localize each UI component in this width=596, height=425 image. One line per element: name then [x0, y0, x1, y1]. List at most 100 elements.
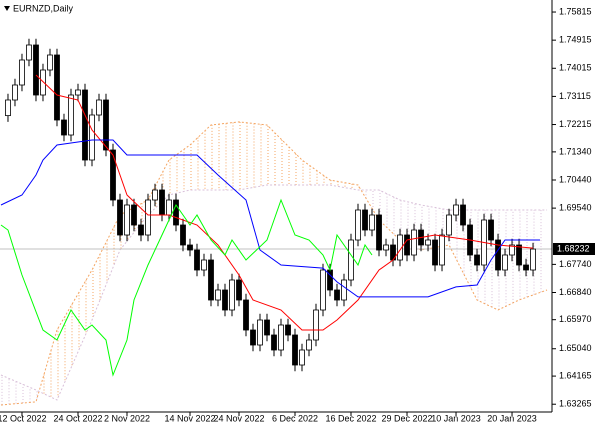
candle-body	[124, 204, 130, 236]
candle-body	[299, 349, 305, 366]
candle-body	[40, 69, 46, 96]
candle-body	[82, 89, 88, 161]
candle-body	[201, 259, 207, 271]
candle-body	[341, 279, 347, 301]
y-tick-label: 1.74915	[559, 35, 592, 45]
y-tick-label: 1.65040	[559, 343, 592, 353]
candle-body	[180, 224, 186, 246]
candle-body	[257, 319, 263, 346]
indicator-line	[35, 74, 534, 331]
candle-body	[229, 279, 235, 311]
candle-body	[404, 234, 410, 256]
y-tick-label: 1.73115	[559, 91, 591, 101]
y-tick-label: 1.63265	[559, 399, 592, 409]
candle-body	[47, 54, 53, 71]
candle-body	[306, 339, 312, 351]
candle-body	[313, 309, 319, 341]
candle-body	[215, 289, 221, 301]
candle-body	[33, 44, 39, 96]
candle-body	[362, 209, 368, 231]
candle-body	[397, 234, 403, 261]
candle-body	[523, 264, 529, 271]
candle-body	[61, 119, 67, 136]
candle-body	[334, 289, 340, 301]
candle-body	[96, 99, 102, 116]
candle-body	[488, 219, 494, 241]
last-price-box	[553, 243, 595, 255]
y-tick-label: 1.72215	[559, 119, 592, 129]
y-tick-label: 1.74015	[559, 63, 592, 73]
candle-body	[355, 209, 361, 241]
candle-body	[369, 214, 375, 231]
y-tick-label: 1.64165	[559, 370, 592, 380]
candle-body	[103, 99, 109, 151]
x-tick-label: 10 Jan 2023	[431, 413, 481, 423]
candle-body	[26, 44, 32, 61]
x-tick-label: 20 Jan 2023	[487, 413, 537, 423]
chart-title: EURNZD,Daily	[13, 3, 74, 13]
candle-body	[131, 204, 137, 226]
indicator-line	[0, 139, 541, 298]
x-tick-label: 14 Nov 2022	[164, 413, 215, 423]
y-tick-label: 1.75815	[559, 6, 592, 16]
candle-body	[138, 224, 144, 236]
candle-body	[509, 244, 515, 256]
y-tick-label: 1.70440	[559, 174, 592, 184]
candle-body	[320, 269, 326, 311]
candle-body	[54, 54, 60, 121]
candle-body	[173, 199, 179, 226]
x-tick-label: 24 Nov 2022	[213, 413, 264, 423]
candle-body	[376, 214, 382, 251]
candle-body	[222, 289, 228, 311]
symbol-arrow	[4, 6, 10, 11]
candle-body	[432, 239, 438, 266]
candle-body	[474, 254, 480, 266]
candle-body	[5, 99, 11, 117]
candle-body	[194, 249, 200, 271]
candle-body	[292, 334, 298, 366]
candle-body	[159, 189, 165, 216]
candle-body	[495, 239, 501, 271]
x-tick-label: 12 Oct 2022	[0, 413, 47, 423]
candle-body	[271, 334, 277, 351]
candle-body	[110, 149, 116, 201]
plot	[0, 38, 552, 377]
candle-body	[278, 324, 284, 351]
candle-body	[411, 229, 417, 256]
candle-body	[75, 89, 81, 96]
candle-body	[117, 199, 123, 236]
candle-body	[89, 114, 95, 161]
candle-body	[285, 324, 291, 336]
candle-body	[12, 84, 18, 101]
x-tick-label: 6 Dec 2022	[272, 413, 318, 423]
candle-body	[348, 239, 354, 281]
x-tick-label: 2 Nov 2022	[104, 413, 150, 423]
candle-body	[208, 259, 214, 301]
candle-body	[236, 279, 242, 301]
candle-body	[502, 254, 508, 271]
last-price-label: 1.68232	[557, 243, 590, 253]
candle-body	[152, 189, 158, 201]
x-tick-label: 24 Oct 2022	[53, 413, 102, 423]
candle-body	[516, 244, 522, 266]
y-tick-label: 1.65970	[559, 314, 592, 324]
candle-body	[187, 244, 193, 251]
y-tick-label: 1.71340	[559, 146, 592, 156]
candle-body	[446, 214, 452, 236]
x-tick-label: 29 Dec 2022	[381, 413, 432, 423]
y-tick-label: 1.66840	[559, 287, 592, 297]
candle-body	[425, 239, 431, 246]
indicator-line	[0, 198, 373, 377]
candle-body	[250, 329, 256, 346]
candle-body	[68, 94, 74, 136]
candle-body	[166, 199, 172, 216]
y-tick-label: 1.69540	[559, 203, 592, 213]
candle-body	[264, 319, 270, 336]
y-tick-label: 1.67740	[559, 259, 592, 269]
x-tick-label: 16 Dec 2022	[325, 413, 376, 423]
candle-body	[439, 234, 445, 266]
candle-body	[19, 59, 25, 86]
candle-body	[453, 204, 459, 216]
